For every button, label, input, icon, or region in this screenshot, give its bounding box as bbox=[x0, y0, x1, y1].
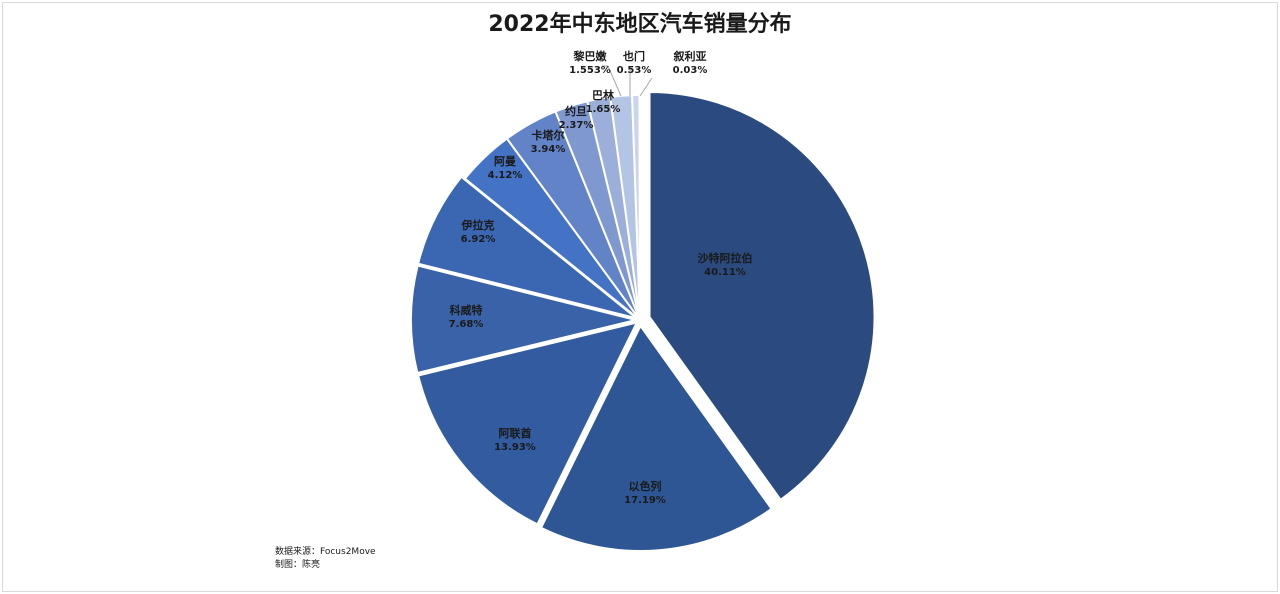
slice-percent-7: 2.37% bbox=[559, 120, 594, 131]
slice-label-2: 阿联酋 bbox=[499, 426, 532, 440]
slice-percent-4: 6.92% bbox=[461, 234, 496, 245]
leader-line-9 bbox=[602, 65, 622, 97]
slice-label-5: 阿曼 bbox=[494, 154, 516, 168]
data-source-note: 数据来源：Focus2Move bbox=[275, 547, 376, 557]
slice-percent-0: 40.11% bbox=[704, 267, 746, 278]
slice-percent-10: 0.53% bbox=[617, 65, 652, 76]
slice-label-9: 黎巴嫩 bbox=[574, 49, 608, 63]
slice-label-6: 卡塔尔 bbox=[532, 128, 565, 142]
slice-percent-1: 17.19% bbox=[624, 495, 666, 506]
slice-label-4: 伊拉克 bbox=[461, 218, 495, 232]
slice-label-8: 巴林 bbox=[592, 88, 614, 102]
slice-percent-8: 1.65% bbox=[586, 104, 621, 115]
slice-label-3: 科威特 bbox=[450, 303, 483, 317]
slice-percent-9: 1.553% bbox=[569, 65, 611, 76]
slice-percent-3: 7.68% bbox=[449, 319, 484, 330]
slice-percent-11: 0.03% bbox=[673, 65, 708, 76]
leader-line-11 bbox=[639, 77, 653, 97]
pie-slice-1 bbox=[539, 324, 773, 552]
slice-label-10: 也门 bbox=[623, 49, 645, 63]
slice-label-1: 以色列 bbox=[629, 479, 662, 493]
pie-slice-4 bbox=[416, 175, 638, 320]
slice-percent-5: 4.12% bbox=[488, 170, 523, 181]
slice-percent-6: 3.94% bbox=[531, 144, 566, 155]
slice-label-7: 约旦 bbox=[565, 104, 587, 118]
chart-title: 2022年中东地区汽车销量分布 bbox=[488, 12, 792, 37]
pie-slice-3 bbox=[410, 264, 637, 375]
pie-slice-0 bbox=[648, 90, 876, 502]
author-note: 制图：陈亮 bbox=[275, 560, 321, 570]
slice-label-0: 沙特阿拉伯 bbox=[698, 251, 753, 265]
slice-percent-2: 13.93% bbox=[494, 442, 536, 453]
pie-slice-2 bbox=[417, 321, 639, 526]
slice-label-11: 叙利亚 bbox=[674, 49, 707, 63]
